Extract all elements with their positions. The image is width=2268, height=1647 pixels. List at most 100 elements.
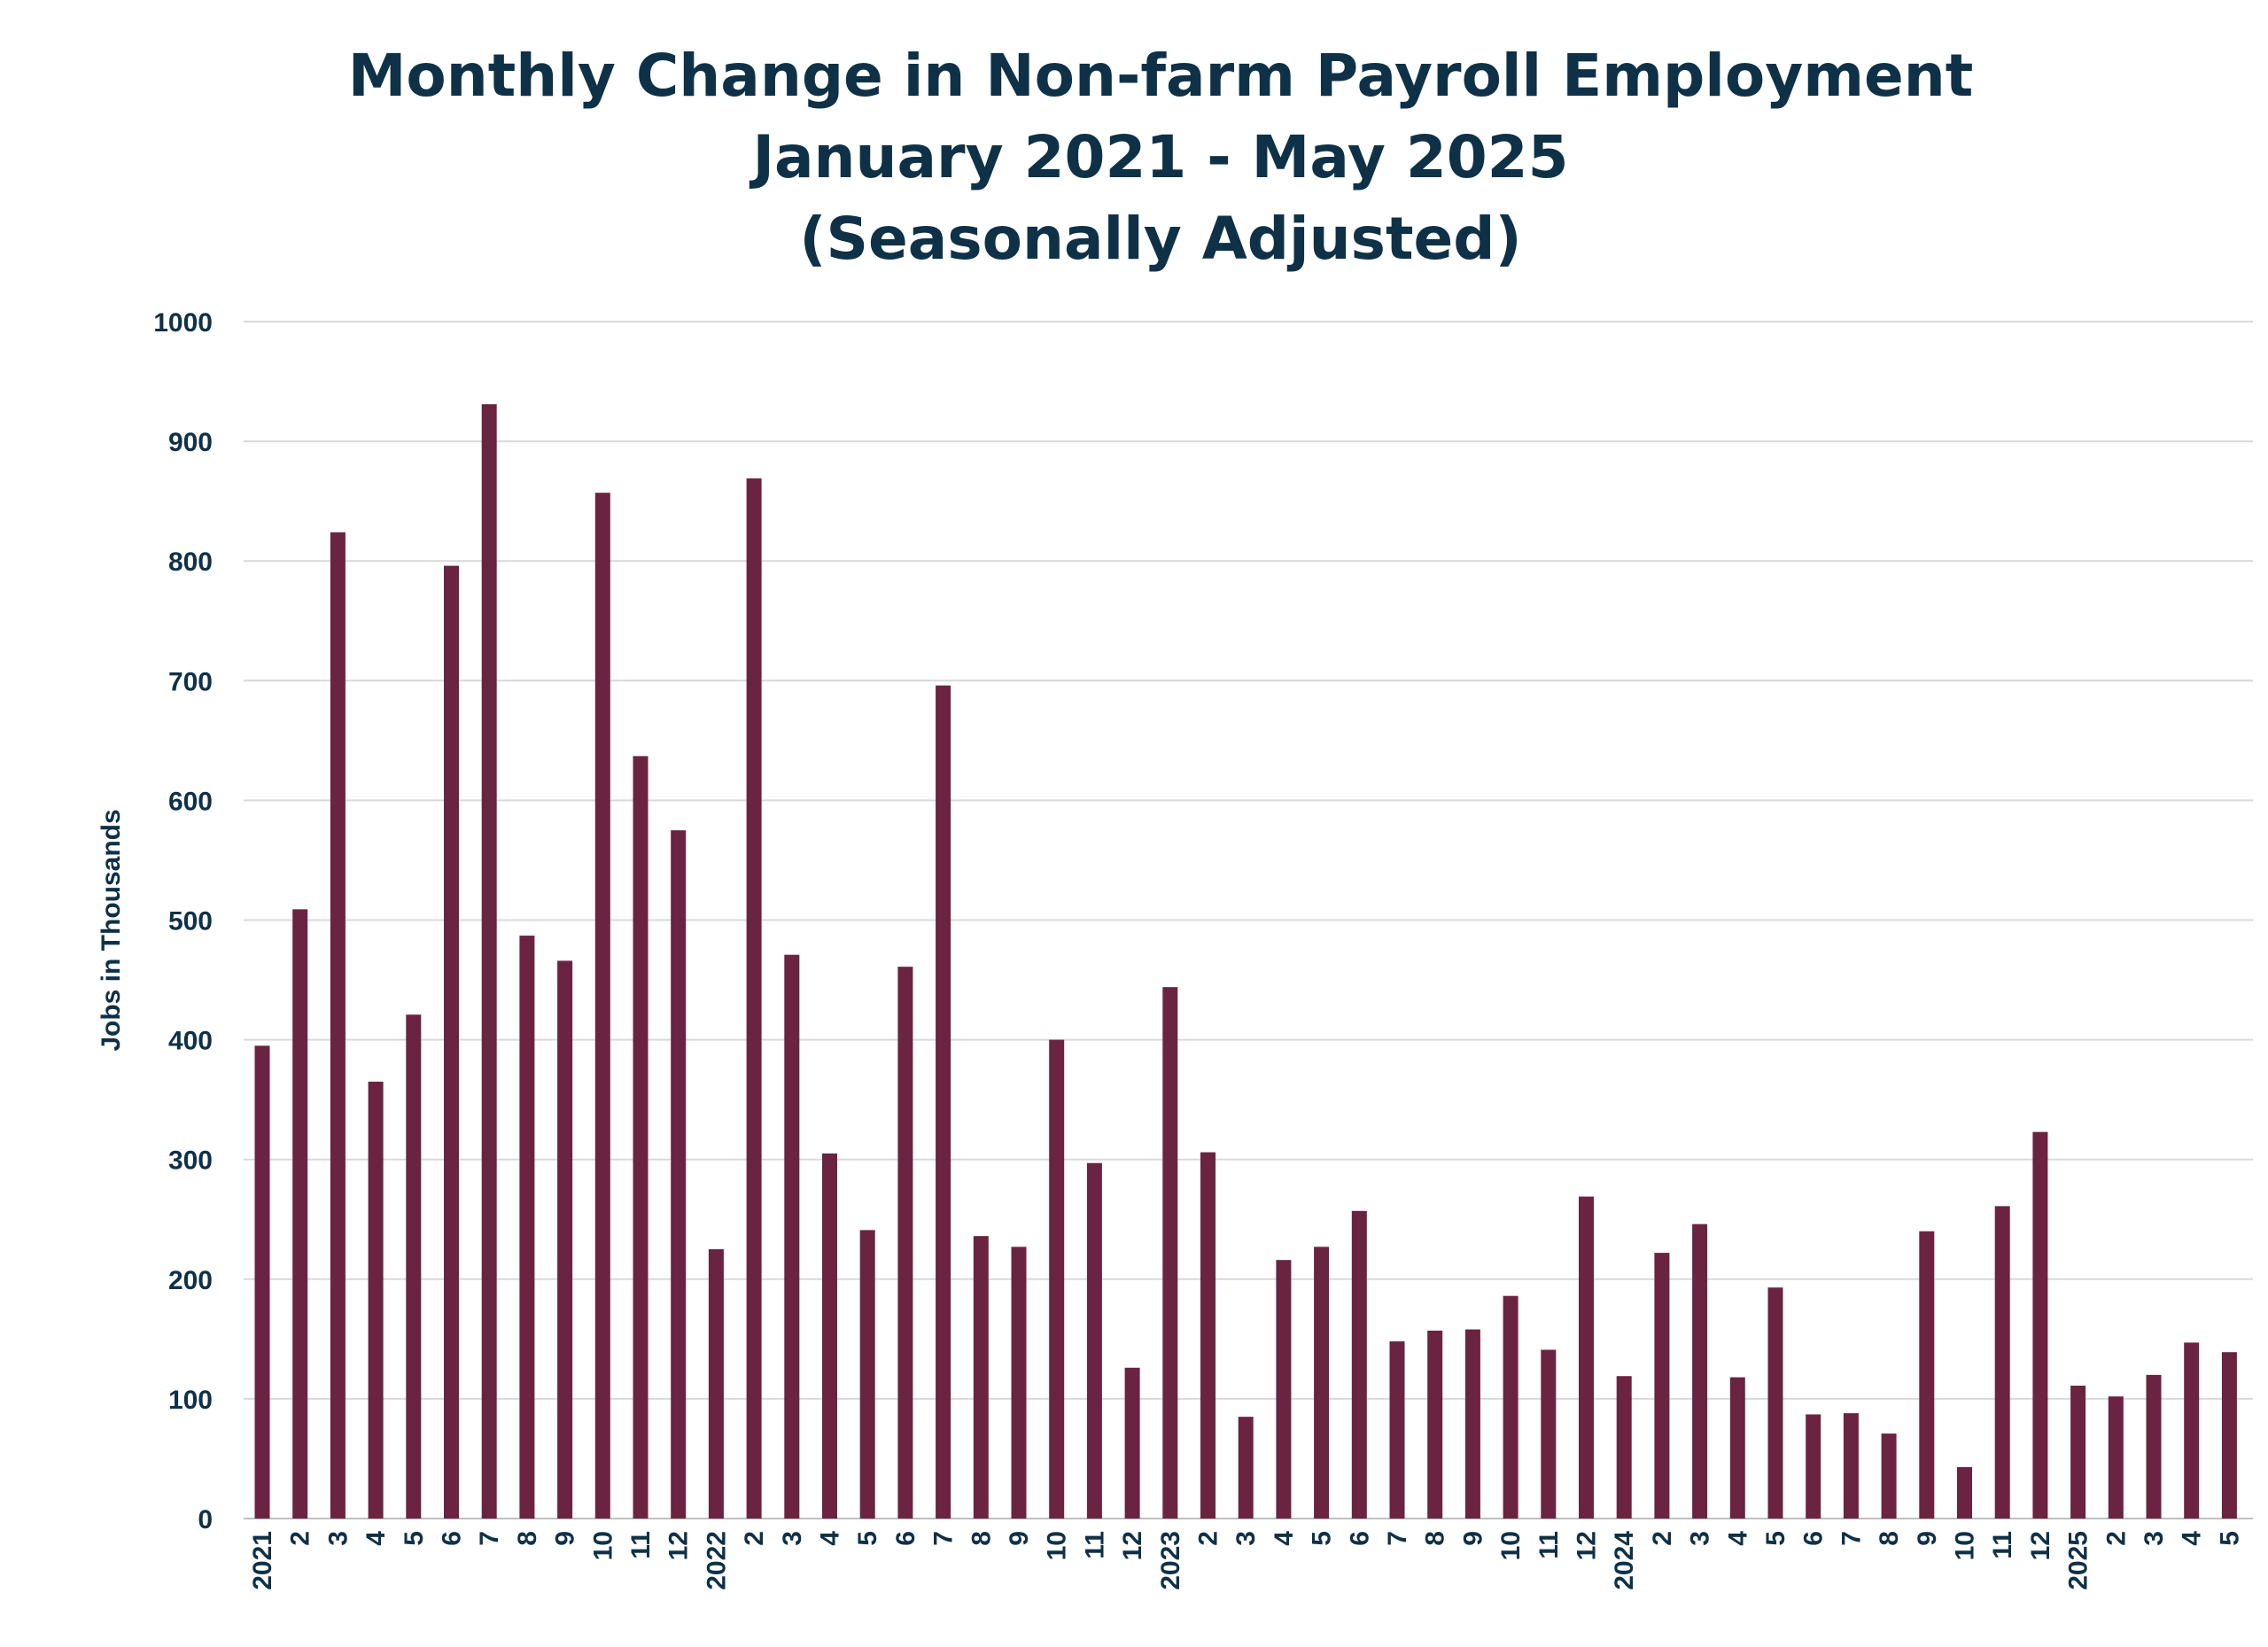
bar [859, 1230, 875, 1519]
y-tick-label: 0 [198, 1505, 213, 1534]
x-tick-label: 2 [1648, 1531, 1677, 1546]
x-tick-label: 12 [664, 1531, 694, 1560]
bar [1767, 1287, 1783, 1519]
x-tick-label: 3 [2140, 1531, 2169, 1546]
bar [368, 1081, 384, 1519]
y-tick-label: 100 [168, 1386, 213, 1415]
bar [1351, 1210, 1367, 1519]
x-tick-label: 2024 [1610, 1531, 1639, 1590]
bar [1919, 1231, 1935, 1519]
x-tick-label: 11 [1988, 1531, 2017, 1559]
x-tick-label: 9 [1913, 1531, 1942, 1546]
x-tick-label: 9 [1005, 1531, 1034, 1546]
x-tick-label: 6 [1799, 1531, 1829, 1546]
bar [671, 830, 687, 1519]
gridlines [244, 321, 2253, 1519]
chart-title-block: Monthly Change in Non-farm Payroll Emplo… [0, 35, 2268, 280]
x-tick-label: 2025 [2064, 1531, 2093, 1590]
bar [1579, 1196, 1594, 1519]
bar [1389, 1341, 1405, 1519]
x-tick-label: 3 [778, 1531, 807, 1546]
bar [1692, 1224, 1708, 1519]
bar [1806, 1414, 1821, 1519]
bar [1086, 1162, 1102, 1519]
bar [1162, 987, 1178, 1519]
x-tick-label: 8 [1421, 1531, 1450, 1546]
x-tick-label: 11 [1534, 1531, 1564, 1559]
x-tick-label: 10 [588, 1531, 617, 1560]
x-tick-label: 2 [286, 1531, 315, 1546]
bar [2070, 1386, 2086, 1519]
x-tick-label: 2023 [1156, 1531, 1185, 1590]
x-tick-label: 5 [400, 1531, 429, 1546]
x-tick-label: 3 [323, 1531, 353, 1546]
bar [330, 532, 346, 1519]
x-tick-label: 4 [2178, 1531, 2207, 1546]
bar [746, 478, 762, 1519]
bar [936, 685, 951, 1519]
bar [1503, 1295, 1518, 1519]
bar [1314, 1247, 1330, 1519]
x-tick-label: 6 [1345, 1531, 1374, 1546]
x-tick-label: 12 [2026, 1531, 2055, 1560]
x-tick-label: 12 [1573, 1531, 1602, 1560]
bar [519, 936, 535, 1519]
x-tick-label: 8 [513, 1531, 542, 1546]
y-tick-label: 800 [168, 548, 213, 577]
chart-title: Monthly Change in Non-farm Payroll Emplo… [347, 42, 1974, 110]
bar [2146, 1374, 2162, 1519]
bar [2221, 1352, 2237, 1519]
bar [594, 493, 610, 1519]
x-tick-label: 6 [891, 1531, 920, 1546]
bar [1464, 1329, 1480, 1519]
x-tick-label: 11 [1080, 1531, 1109, 1559]
x-tick-label: 9 [551, 1531, 580, 1546]
x-tick-label: 4 [361, 1531, 391, 1546]
x-tick-label: 7 [929, 1531, 959, 1546]
bar [897, 967, 913, 1519]
y-tick-label: 700 [168, 667, 213, 696]
x-tick-label: 8 [967, 1531, 996, 1546]
bar [1427, 1330, 1443, 1519]
x-tick-label: 7 [1383, 1531, 1412, 1546]
bar [633, 756, 649, 1519]
y-tick-label: 500 [168, 907, 213, 936]
bar [784, 954, 800, 1519]
x-tick-label: 10 [1496, 1531, 1526, 1560]
x-tick-label: 5 [2215, 1531, 2244, 1546]
bar [1049, 1039, 1065, 1519]
x-tick-label: 4 [1270, 1531, 1299, 1546]
bar [1541, 1349, 1557, 1519]
x-tick-label: 2022 [702, 1531, 731, 1590]
y-tick-label: 300 [168, 1146, 213, 1176]
bar [292, 909, 308, 1519]
y-tick-label: 400 [168, 1027, 213, 1056]
y-tick-label: 1000 [153, 308, 213, 338]
x-tick-label: 12 [1118, 1531, 1147, 1560]
bar [1238, 1417, 1254, 1519]
x-tick-label: 2 [740, 1531, 769, 1546]
bar [1881, 1433, 1897, 1519]
x-tick-label: 4 [1723, 1531, 1752, 1546]
y-axis-ticks: 0 100 200 300 400 500 600 700 800 900 1000 [153, 308, 213, 1534]
bar [406, 1014, 422, 1519]
x-tick-label: 6 [438, 1531, 467, 1546]
bar [1729, 1377, 1745, 1519]
bars [254, 404, 2237, 1519]
bar [973, 1236, 989, 1519]
bar [2108, 1396, 2124, 1519]
x-tick-label: 3 [1231, 1531, 1261, 1546]
bar [2032, 1131, 2048, 1519]
x-tick-label: 2021 [248, 1531, 277, 1590]
bar [1200, 1152, 1216, 1519]
x-tick-label: 5 [853, 1531, 882, 1546]
bar [444, 565, 459, 1519]
x-tick-label: 3 [1686, 1531, 1715, 1546]
bar [2184, 1342, 2200, 1519]
bar [1994, 1206, 2010, 1519]
chart-subtitle: January 2021 - May 2025 [752, 123, 1569, 191]
bar [822, 1153, 837, 1519]
bar [708, 1249, 724, 1519]
bar [1124, 1367, 1140, 1519]
